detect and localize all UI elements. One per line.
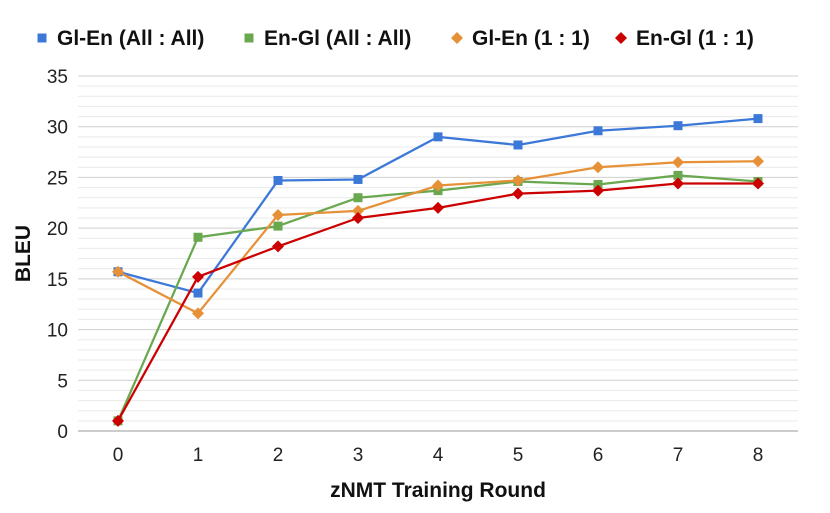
data-point: [752, 177, 764, 190]
legend-label: En-Gl (All : All): [264, 27, 411, 50]
data-point: [592, 184, 604, 197]
legend-square-marker: [244, 33, 254, 43]
data-point: [112, 265, 124, 278]
x-tick-label: 6: [593, 445, 604, 466]
legend-label: En-Gl (1 : 1): [636, 27, 754, 50]
gridlines: [78, 75, 798, 432]
data-point: [273, 175, 283, 185]
y-tick-label: 0: [57, 422, 68, 443]
x-axis-title: zNMT Training Round: [330, 479, 546, 502]
legend-diamond-marker: [451, 32, 463, 44]
data-point: [593, 126, 603, 136]
data-point: [593, 180, 603, 190]
data-point: [193, 288, 203, 298]
data-point: [433, 132, 443, 142]
x-tick-label: 0: [113, 445, 124, 466]
data-point: [672, 177, 684, 190]
data-point: [192, 270, 204, 283]
data-point: [753, 114, 763, 124]
legend-diamond-marker: [615, 32, 627, 44]
data-point: [673, 170, 683, 180]
legend-item: Gl-En (All : All): [37, 27, 204, 50]
y-tick-label: 15: [47, 270, 68, 291]
legend-item: En-Gl (1 : 1): [615, 27, 754, 50]
y-tick-label: 20: [47, 219, 68, 240]
data-point: [673, 121, 683, 131]
x-tick-label: 5: [513, 445, 524, 466]
x-tick-label: 7: [673, 445, 684, 466]
data-point: [512, 174, 524, 187]
data-point: [272, 240, 284, 253]
y-tick-label: 30: [47, 118, 68, 139]
y-axis-title: BLEU: [12, 225, 35, 282]
x-axis-ticks: 0 1 2 3 4 5 6 7 8: [113, 445, 764, 466]
x-tick-label: 3: [353, 445, 364, 466]
legend-label: Gl-En (All : All): [57, 27, 204, 50]
series-line: [117, 182, 758, 422]
data-point: [352, 204, 364, 217]
data-point: [192, 307, 204, 320]
y-tick-label: 25: [47, 168, 68, 189]
x-tick-label: 4: [433, 445, 444, 466]
legend-item: En-Gl (All : All): [244, 27, 411, 50]
data-point: [512, 187, 524, 200]
x-tick-label: 8: [753, 445, 764, 466]
y-tick-label: 5: [57, 371, 68, 392]
data-point: [353, 174, 363, 184]
data-point: [432, 179, 444, 192]
data-point: [193, 232, 203, 242]
series-4: [112, 177, 764, 427]
y-tick-label: 10: [47, 321, 68, 342]
data-point: [592, 161, 604, 174]
data-point: [352, 212, 364, 224]
data-point: [272, 208, 284, 221]
y-axis-ticks: 0 5 10 15 20 25 30 35: [47, 67, 68, 443]
x-tick-label: 1: [193, 445, 204, 466]
data-point: [752, 155, 764, 168]
series-3: [112, 155, 764, 320]
data-point: [112, 414, 124, 427]
legend-item: Gl-En (1 : 1): [451, 27, 590, 50]
legend: Gl-En (All : All) En-Gl (All : All) Gl-En …: [37, 27, 754, 50]
x-tick-label: 2: [273, 445, 284, 466]
data-point: [432, 201, 444, 214]
legend-square-marker: [37, 33, 47, 43]
data-point: [273, 221, 283, 231]
plot-area: [112, 114, 764, 427]
data-point: [353, 193, 363, 203]
data-point: [672, 156, 684, 169]
legend-label: Gl-En (1 : 1): [472, 27, 590, 50]
data-point: [513, 140, 523, 150]
y-tick-label: 35: [47, 67, 68, 88]
